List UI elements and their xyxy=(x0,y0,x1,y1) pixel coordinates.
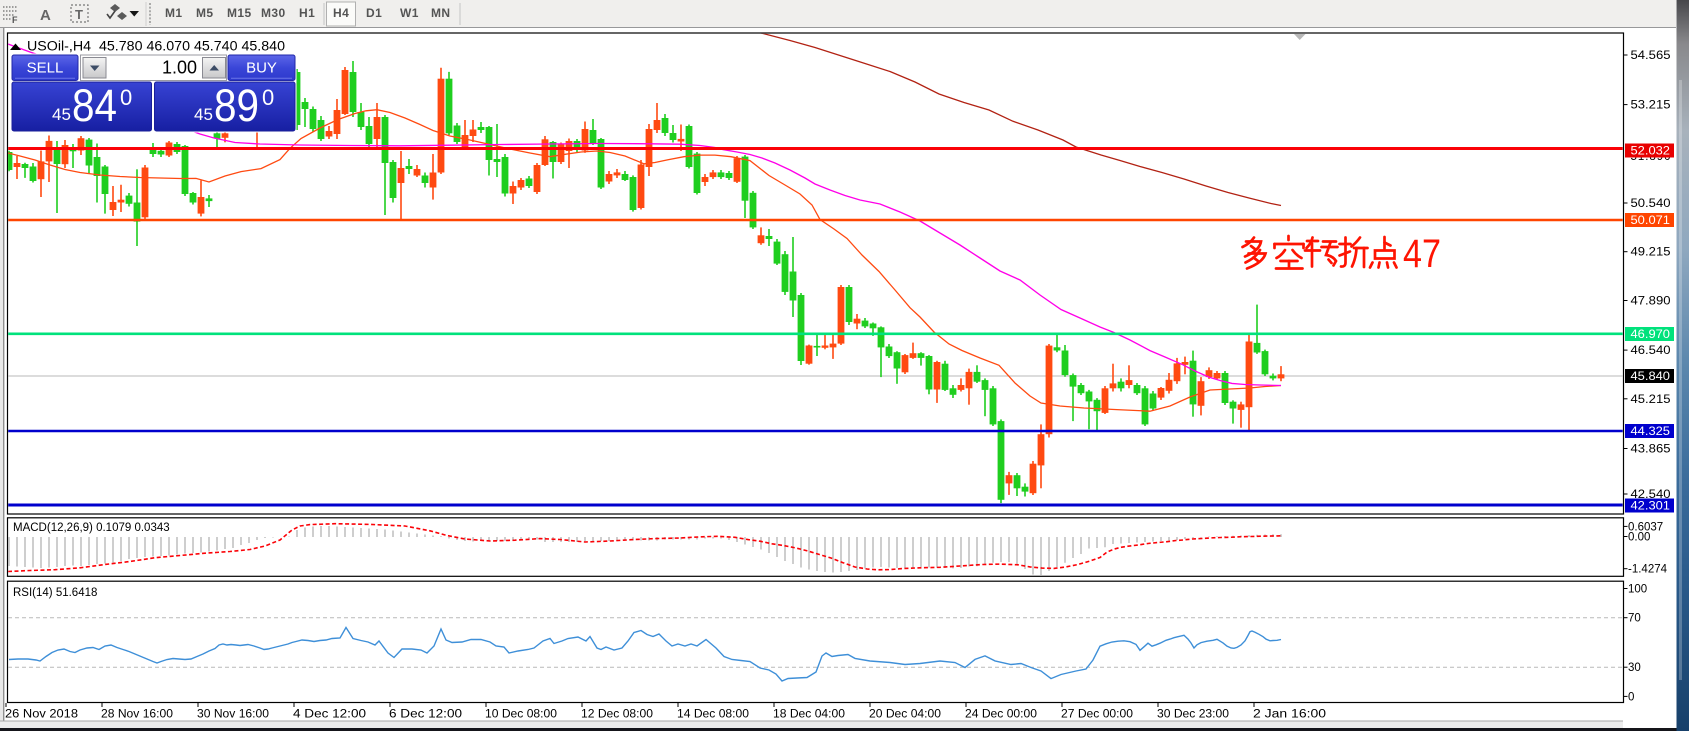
svg-text:54.565: 54.565 xyxy=(1631,50,1671,62)
svg-text:0: 0 xyxy=(262,85,274,110)
svg-text:89: 89 xyxy=(214,80,259,131)
svg-text:45: 45 xyxy=(194,105,213,124)
svg-text:BUY: BUY xyxy=(246,60,277,77)
svg-text:53.215: 53.215 xyxy=(1631,100,1671,112)
svg-text:6 Dec 12:00: 6 Dec 12:00 xyxy=(389,709,462,721)
svg-text:0: 0 xyxy=(120,85,132,110)
svg-text:84: 84 xyxy=(72,80,117,131)
svg-text:100: 100 xyxy=(1628,584,1647,596)
svg-text:52.032: 52.032 xyxy=(1631,146,1671,158)
svg-text:18 Dec 04:00: 18 Dec 04:00 xyxy=(773,709,845,721)
svg-text:2 Jan 16:00: 2 Jan 16:00 xyxy=(1253,709,1326,721)
svg-text:30 Dec 23:00: 30 Dec 23:00 xyxy=(1157,709,1229,721)
svg-text:A: A xyxy=(40,7,51,24)
svg-text:MACD(12,26,9) 0.1079 0.0343: MACD(12,26,9) 0.1079 0.0343 xyxy=(13,522,170,534)
svg-text:F: F xyxy=(12,15,18,25)
svg-text:46.540: 46.540 xyxy=(1631,345,1671,357)
svg-text:30 Nov 16:00: 30 Nov 16:00 xyxy=(197,709,269,721)
svg-text:42.301: 42.301 xyxy=(1631,501,1671,513)
svg-text:45: 45 xyxy=(52,105,71,124)
svg-text:49.215: 49.215 xyxy=(1631,247,1671,259)
svg-text:30: 30 xyxy=(1628,662,1641,674)
svg-text:0: 0 xyxy=(1628,691,1634,703)
svg-text:0.00: 0.00 xyxy=(1628,532,1650,544)
svg-text:26 Nov 2018: 26 Nov 2018 xyxy=(5,709,78,721)
svg-text:27 Dec 00:00: 27 Dec 00:00 xyxy=(1061,709,1133,721)
svg-text:USOil-,H4 45.780 46.070 45.74: USOil-,H4 45.780 46.070 45.740 45.840 xyxy=(27,39,285,54)
svg-text:12 Dec 08:00: 12 Dec 08:00 xyxy=(581,709,653,721)
svg-text:24 Dec 00:00: 24 Dec 00:00 xyxy=(965,709,1037,721)
svg-text:4 Dec 12:00: 4 Dec 12:00 xyxy=(293,709,366,721)
svg-text:50.540: 50.540 xyxy=(1631,198,1671,210)
svg-text:47.890: 47.890 xyxy=(1631,296,1671,308)
svg-text:42.540: 42.540 xyxy=(1631,489,1671,501)
svg-text:47: 47 xyxy=(1403,232,1441,276)
svg-text:0.6037: 0.6037 xyxy=(1628,521,1663,533)
svg-text:45.215: 45.215 xyxy=(1631,394,1671,406)
svg-text:SELL: SELL xyxy=(27,60,64,77)
svg-text:-1.4274: -1.4274 xyxy=(1628,564,1668,576)
svg-text:44.325: 44.325 xyxy=(1631,426,1671,438)
svg-text:14 Dec 08:00: 14 Dec 08:00 xyxy=(677,709,749,721)
svg-text:43.865: 43.865 xyxy=(1631,444,1671,456)
svg-text:28 Nov 16:00: 28 Nov 16:00 xyxy=(101,709,173,721)
svg-text:1.00: 1.00 xyxy=(162,58,197,78)
svg-text:RSI(14) 51.6418: RSI(14) 51.6418 xyxy=(13,587,97,599)
svg-text:T: T xyxy=(75,7,83,22)
svg-text:45.840: 45.840 xyxy=(1631,371,1671,383)
svg-text:46.970: 46.970 xyxy=(1631,329,1671,341)
svg-text:20 Dec 04:00: 20 Dec 04:00 xyxy=(869,709,941,721)
svg-text:50.071: 50.071 xyxy=(1631,215,1671,227)
svg-text:10 Dec 08:00: 10 Dec 08:00 xyxy=(485,709,557,721)
svg-text:70: 70 xyxy=(1628,613,1641,625)
